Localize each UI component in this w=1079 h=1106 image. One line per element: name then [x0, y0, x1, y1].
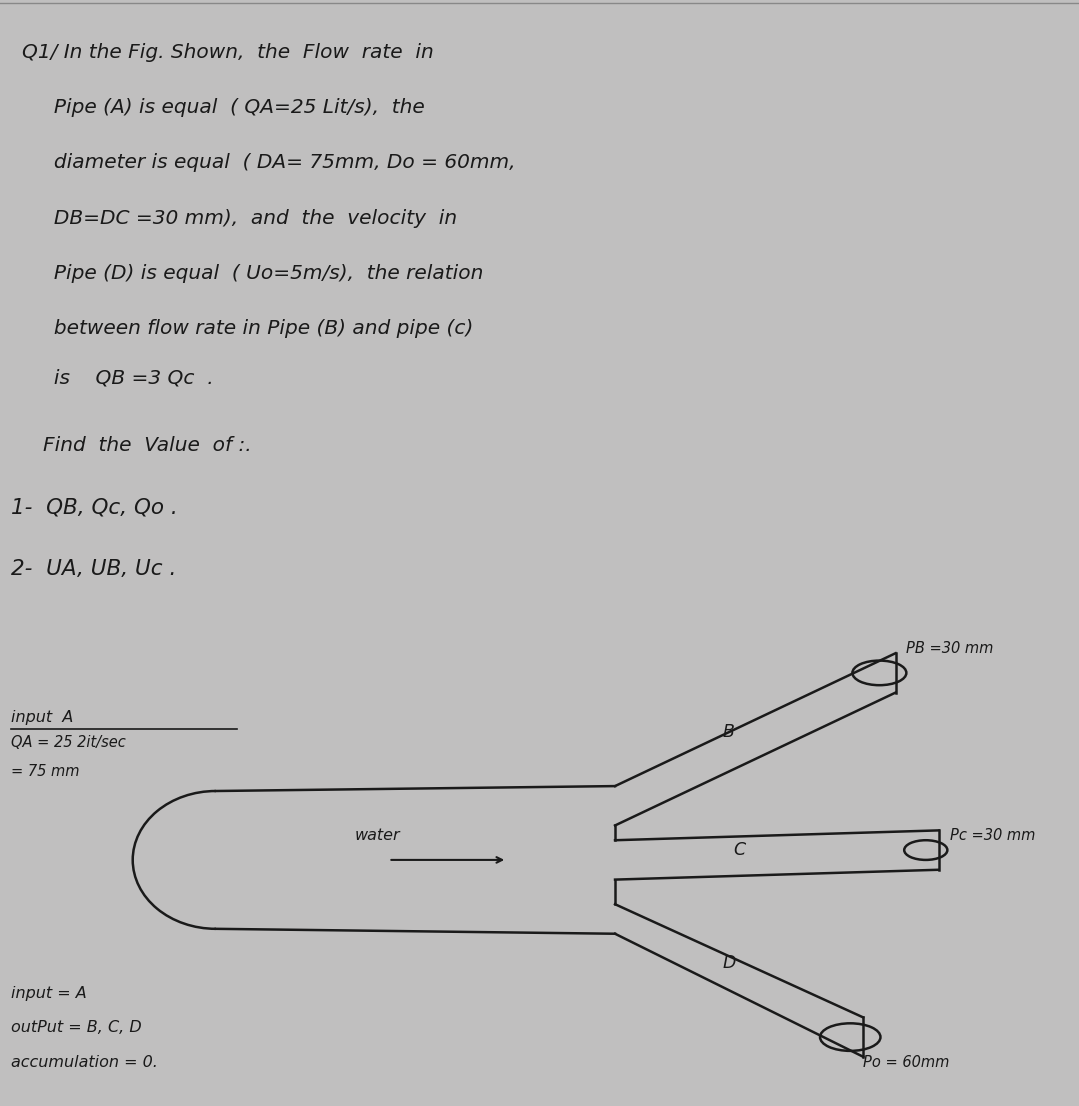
Text: Q1/ In the Fig. Shown,  the  Flow  rate  in: Q1/ In the Fig. Shown, the Flow rate in	[22, 43, 434, 62]
Text: Po = 60mm: Po = 60mm	[863, 1055, 950, 1070]
Text: PB =30 mm: PB =30 mm	[906, 641, 994, 656]
Text: D: D	[723, 954, 736, 972]
Text: = 75 mm: = 75 mm	[11, 764, 79, 780]
Text: QA = 25 2it/sec: QA = 25 2it/sec	[11, 734, 125, 750]
Text: between flow rate in Pipe (B) and pipe (c): between flow rate in Pipe (B) and pipe (…	[22, 320, 473, 338]
Text: water: water	[355, 828, 400, 843]
Text: Pc =30 mm: Pc =30 mm	[950, 828, 1035, 843]
Text: 2-  UA, UB, Uc .: 2- UA, UB, Uc .	[11, 559, 176, 578]
Text: C: C	[734, 841, 746, 859]
Text: B: B	[723, 723, 735, 741]
Text: is    QB =3 Qc  .: is QB =3 Qc .	[22, 368, 214, 387]
Text: input  A: input A	[11, 710, 73, 726]
Text: Find  the  Value  of :.: Find the Value of :.	[43, 436, 251, 455]
Text: DB=DC =30 mm),  and  the  velocity  in: DB=DC =30 mm), and the velocity in	[22, 209, 456, 228]
Text: input = A: input = A	[11, 985, 86, 1001]
Text: Pipe (A) is equal  ( QA=25 Lit/s),  the: Pipe (A) is equal ( QA=25 Lit/s), the	[22, 98, 424, 117]
Text: diameter is equal  ( DA= 75mm, Do = 60mm,: diameter is equal ( DA= 75mm, Do = 60mm,	[22, 154, 515, 173]
Text: 1-  QB, Qc, Qo .: 1- QB, Qc, Qo .	[11, 498, 178, 518]
Text: accumulation = 0.: accumulation = 0.	[11, 1055, 158, 1070]
Text: outPut = B, C, D: outPut = B, C, D	[11, 1020, 141, 1035]
Text: Pipe (D) is equal  ( Uo=5m/s),  the relation: Pipe (D) is equal ( Uo=5m/s), the relati…	[22, 264, 483, 283]
